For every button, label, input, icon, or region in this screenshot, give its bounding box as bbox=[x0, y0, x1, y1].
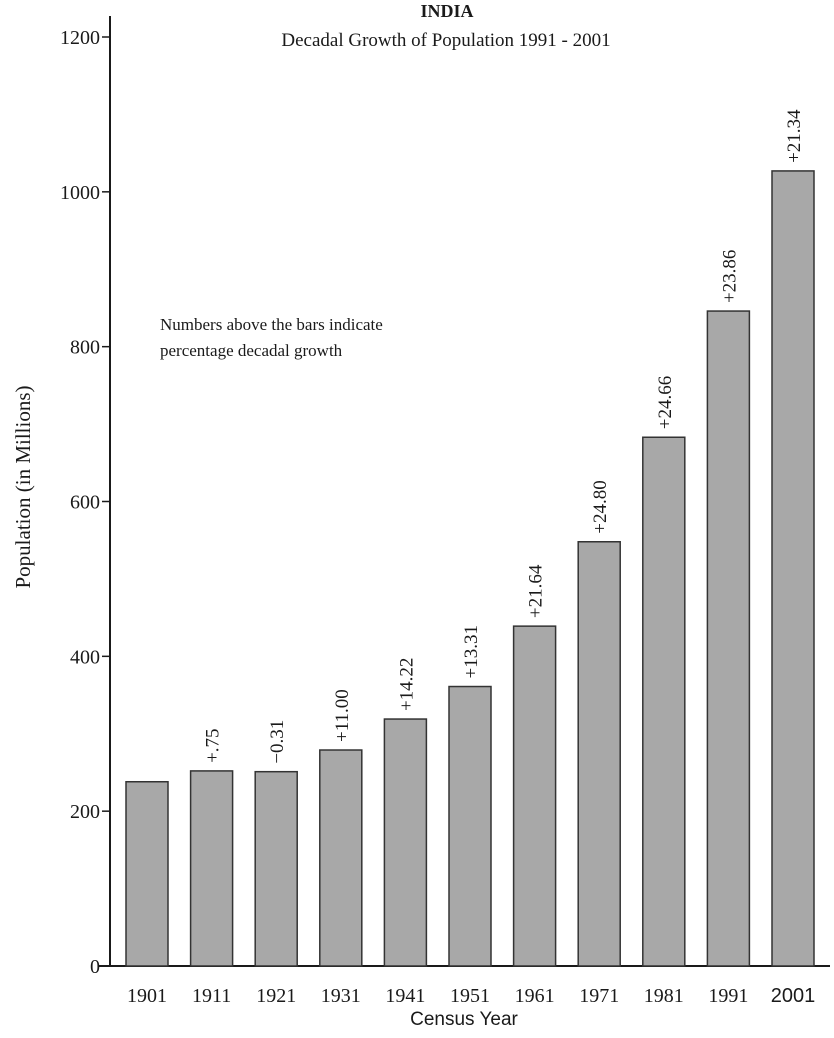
bar bbox=[512, 625, 557, 967]
bar bbox=[319, 749, 363, 967]
y-tick-label: 1200 bbox=[60, 27, 100, 49]
plot-area: 0 200 400 600 800 1000 1200 1901 1911 +.75 1921 −0.… bbox=[60, 16, 830, 1007]
y-tick-label: 1000 bbox=[60, 182, 100, 204]
x-tick-label: 1901 bbox=[127, 985, 167, 1007]
chart-annotation-line-2: percentage decadal growth bbox=[160, 341, 343, 360]
bar bbox=[125, 780, 169, 967]
x-axis-label: Census Year bbox=[410, 1009, 518, 1030]
data-label: +13.31 bbox=[461, 625, 482, 678]
bar bbox=[577, 541, 621, 967]
y-tick-label: 400 bbox=[70, 646, 100, 668]
data-label: +11.00 bbox=[332, 689, 353, 742]
x-tick-label: 1981 bbox=[644, 985, 684, 1007]
y-tick-label: 600 bbox=[70, 492, 100, 514]
data-label: +23.86 bbox=[719, 250, 740, 303]
bar bbox=[448, 685, 492, 967]
data-label: +24.66 bbox=[655, 376, 676, 429]
data-label: +21.34 bbox=[784, 109, 805, 163]
bar bbox=[706, 310, 751, 967]
chart-annotation: Numbers above the bars indicate percenta… bbox=[160, 315, 387, 360]
x-tick-label: 1971 bbox=[579, 985, 619, 1007]
chart-title: INDIA bbox=[420, 1, 473, 21]
bar bbox=[642, 436, 686, 967]
x-tick-label: 2001 bbox=[771, 985, 816, 1007]
x-tick-label: 1951 bbox=[450, 985, 490, 1007]
y-axis-label: Population (in Millions) bbox=[11, 385, 35, 588]
chart-annotation-line-1: Numbers above the bars indicate bbox=[160, 315, 383, 334]
x-tick-label: 1921 bbox=[256, 985, 296, 1007]
data-label: +14.22 bbox=[396, 658, 417, 711]
bar bbox=[383, 718, 428, 967]
bar bbox=[771, 170, 815, 967]
data-label: +.75 bbox=[203, 728, 224, 762]
chart-subtitle: Decadal Growth of Population 1991 - 2001 bbox=[281, 30, 610, 51]
data-label: −0.31 bbox=[267, 720, 288, 764]
x-tick-label: 1941 bbox=[385, 985, 425, 1007]
bar bbox=[189, 770, 234, 967]
x-tick-label: 1991 bbox=[708, 985, 748, 1007]
y-tick-label: 800 bbox=[70, 337, 100, 359]
y-tick-label: 0 bbox=[90, 956, 100, 978]
y-tick-label: 200 bbox=[70, 801, 100, 823]
data-label: +24.80 bbox=[590, 480, 611, 533]
x-tick-label: 1911 bbox=[192, 985, 231, 1007]
data-label: +21.64 bbox=[526, 564, 547, 618]
x-tick-label: 1961 bbox=[515, 985, 555, 1007]
x-tick-label: 1931 bbox=[321, 985, 361, 1007]
bar bbox=[254, 770, 298, 967]
